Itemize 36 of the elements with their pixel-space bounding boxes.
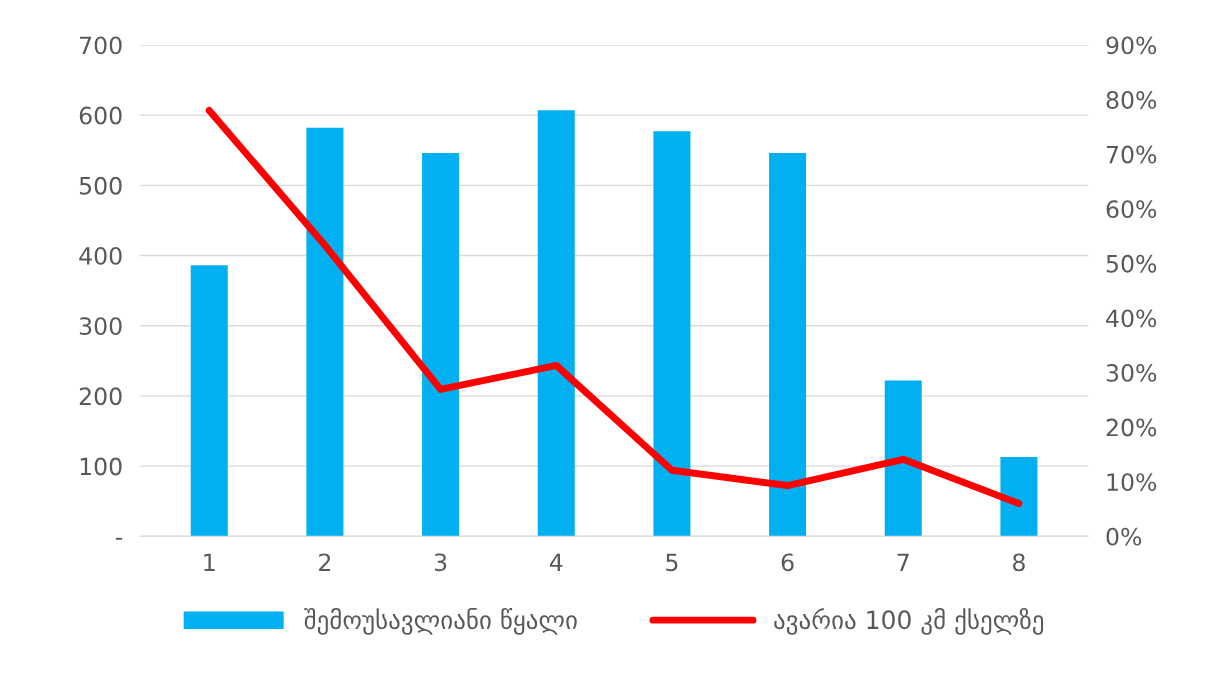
legend-label: შემოუსავლიანი წყალი bbox=[304, 607, 577, 635]
y-tick-label: 400 bbox=[79, 246, 122, 265]
y-tick-label: 700 bbox=[80, 36, 122, 55]
y-tick-label: - bbox=[115, 537, 123, 540]
bar bbox=[306, 127, 344, 537]
y2-tick-label: 20% bbox=[1106, 418, 1157, 437]
y2-tick-label: 90% bbox=[1106, 36, 1157, 55]
bar bbox=[769, 153, 807, 537]
y2-tick-label: 40% bbox=[1106, 309, 1157, 328]
bar bbox=[190, 265, 228, 537]
bar bbox=[653, 131, 691, 537]
x-tick-label: 8 bbox=[1013, 553, 1025, 572]
x-tick-label: 5 bbox=[666, 553, 678, 572]
y2-tick-label: 30% bbox=[1106, 363, 1157, 382]
y2-tick-label: 50% bbox=[1106, 254, 1157, 273]
x-tick-label: 7 bbox=[897, 553, 909, 571]
y2-tick-label: 10% bbox=[1107, 473, 1157, 492]
x-tick-label: 3 bbox=[434, 553, 447, 572]
y-tick-label: 100 bbox=[80, 457, 122, 476]
y-tick-label: 300 bbox=[79, 317, 122, 336]
y2-tick-label: 80% bbox=[1106, 91, 1157, 109]
y-tick-label: 500 bbox=[79, 176, 122, 195]
x-tick-label: 4 bbox=[549, 553, 563, 571]
x-tick-label: 2 bbox=[319, 553, 331, 571]
y2-tick-label: 60% bbox=[1106, 200, 1157, 219]
y-tick-label: 200 bbox=[79, 387, 122, 406]
bar bbox=[422, 153, 460, 537]
y-tick-label: 600 bbox=[79, 106, 122, 125]
legend-label: ავარია 100 კმ ქსელზე bbox=[774, 607, 1044, 635]
x-tick-label: 1 bbox=[204, 553, 215, 571]
bar bbox=[884, 380, 922, 537]
x-tick-label: 6 bbox=[781, 553, 794, 572]
y2-tick-label: 70% bbox=[1106, 145, 1157, 164]
bar bbox=[1000, 456, 1038, 537]
bar bbox=[537, 110, 575, 537]
y2-tick-label: 0% bbox=[1106, 527, 1142, 546]
